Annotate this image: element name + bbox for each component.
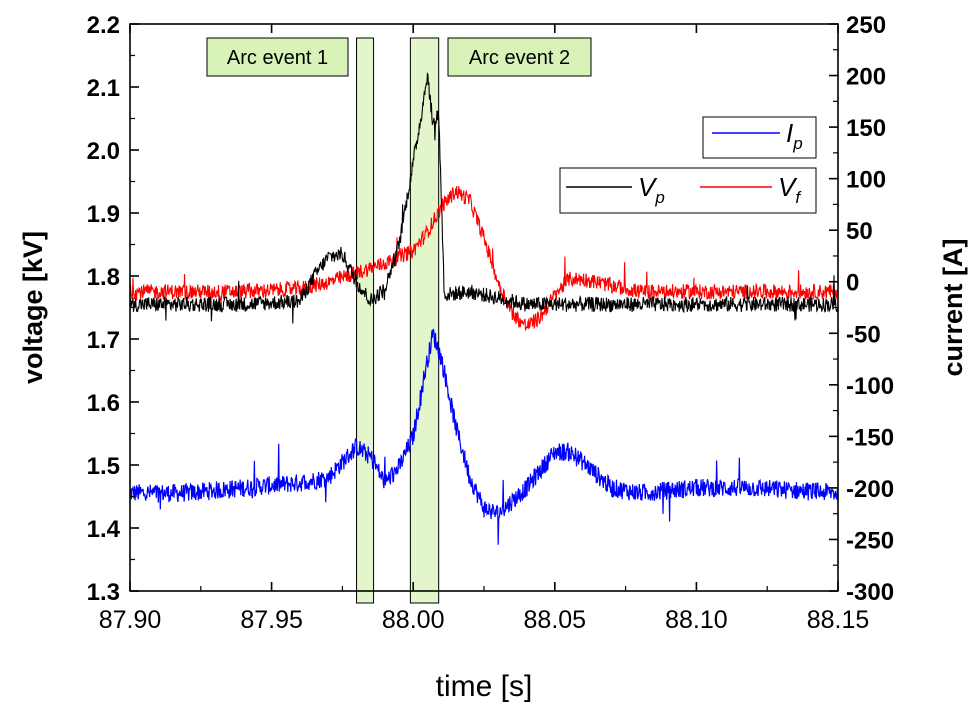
arc-event-label-box-1 <box>206 37 349 77</box>
plot-area <box>129 37 839 604</box>
x-axis-title: time [s] <box>436 670 533 703</box>
arc-event-label-1: Arc event 1 <box>227 47 328 69</box>
y-right-axis-title: current [A] <box>938 238 968 376</box>
x-tick-label: 87.95 <box>240 606 303 634</box>
y-right-tick-label: 200 <box>846 64 886 91</box>
y-left-tick-label: 1.3 <box>87 579 120 606</box>
y-right-tick-label: 150 <box>846 115 886 142</box>
series-line-vp <box>129 72 839 324</box>
y-right-tick-label: -300 <box>846 579 894 606</box>
x-tick-label: 88.10 <box>665 606 728 634</box>
legend-box-voltage <box>559 167 817 214</box>
axes: 87.90 87.95 88.00 88.05 88.10 88.15 1.3 1.4 1.5 1… <box>18 12 968 703</box>
y-right-tick-label: 250 <box>846 12 886 39</box>
annotations: Arc event 1 Arc event 2 <box>206 37 592 77</box>
legend-label-sub-1: p <box>654 188 664 207</box>
y-left-tick-label: 1.6 <box>87 390 120 417</box>
x-tick-label: 88.15 <box>807 606 870 634</box>
y-right-tick-label: -200 <box>846 476 894 503</box>
y-right-tick-label: -50 <box>846 321 881 348</box>
y-right-tick-label: 50 <box>846 218 873 245</box>
y-right-tick-label: -150 <box>846 424 894 451</box>
y-left-tick-label: 2.0 <box>87 138 120 165</box>
y-right-tick-label: 0 <box>846 270 859 297</box>
y-right-tick-label: -100 <box>846 373 894 400</box>
legend-label-sub-2: f <box>795 188 802 207</box>
y-left-axis-title: voltage [kV] <box>18 231 48 384</box>
y-left-tick-label: 1.5 <box>87 453 120 480</box>
y-left-tick-label: 2.2 <box>87 12 120 39</box>
legend-box-current <box>702 116 817 159</box>
y-left-tick-label: 1.8 <box>87 264 120 291</box>
series-line-ip <box>129 328 839 545</box>
series-line-vf <box>129 186 839 331</box>
y-right-tick-label: -250 <box>846 527 894 554</box>
y-left-tick-label: 1.4 <box>87 516 121 543</box>
legend-label-sub-0: p <box>792 134 802 153</box>
arc-event-band-2 <box>409 37 440 604</box>
x-tick-label: 88.05 <box>524 606 587 634</box>
x-tick-label: 88.00 <box>382 606 445 634</box>
x-tick-label: 87.90 <box>99 606 162 634</box>
arc-event-band-1 <box>356 37 375 604</box>
y-left-tick-label: 1.7 <box>87 327 120 354</box>
y-left-tick-label: 2.1 <box>87 75 120 102</box>
arc-event-label-box-2 <box>447 37 592 77</box>
y-left-tick-label: 1.9 <box>87 201 120 228</box>
arc-event-label-2: Arc event 2 <box>469 47 570 69</box>
y-right-tick-label: 100 <box>846 167 886 194</box>
